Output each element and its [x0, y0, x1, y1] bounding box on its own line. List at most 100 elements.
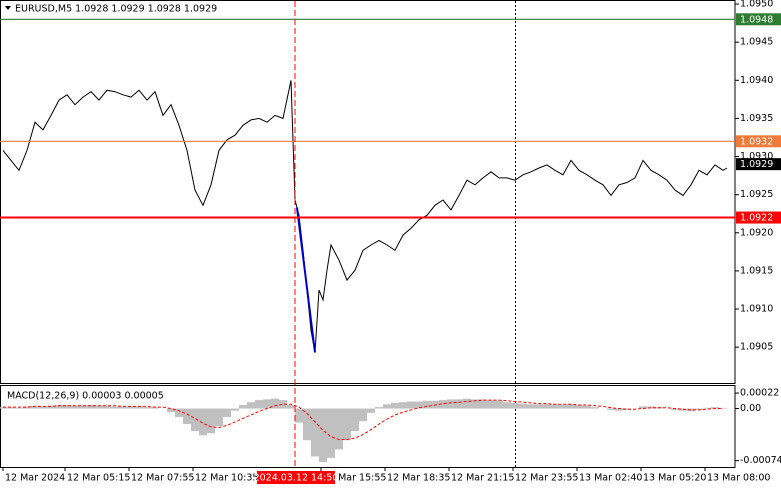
y-tick-label: 1.0945: [740, 37, 773, 48]
x-tick-label: 12 Mar 23:55: [515, 473, 578, 484]
level-label-box: [736, 13, 781, 26]
last-price-label: 1.0929: [740, 159, 773, 170]
macd-bar: [287, 405, 295, 409]
macd-bar: [479, 399, 487, 409]
level-label-box: [736, 211, 781, 224]
macd-bar: [567, 404, 575, 409]
macd-bar: [295, 408, 303, 423]
x-tick-label: 12 Mar 07:55: [131, 473, 194, 484]
macd-bar: [175, 408, 183, 417]
macd-bar: [135, 406, 143, 409]
macd-bar: [199, 408, 207, 436]
macd-bar: [111, 406, 119, 409]
macd-bar: [551, 404, 559, 409]
macd-bar: [703, 407, 711, 409]
macd-bar: [183, 408, 191, 425]
macd-bar: [375, 407, 383, 409]
macd-bar: [63, 405, 71, 409]
y-tick-label: 0.00022: [740, 388, 779, 399]
macd-bar: [0, 407, 8, 409]
macd-bar: [207, 408, 215, 434]
level-label: 1.0932: [740, 136, 773, 147]
level-label: 1.0948: [740, 14, 773, 25]
macd-bar: [647, 406, 655, 409]
price-panel: [0, 0, 736, 384]
macd-bar: [87, 405, 95, 409]
macd-bar: [119, 406, 127, 409]
level-label: 1.0922: [740, 213, 773, 224]
macd-bar: [415, 401, 423, 409]
macd-bar: [23, 406, 31, 409]
macd-bar: [447, 399, 455, 409]
x-tick-label: 13 Mar 02:40: [579, 473, 642, 484]
macd-bar: [335, 408, 343, 450]
macd-bar: [39, 406, 47, 409]
macd-bar: [535, 404, 543, 409]
cursor-label-box: [257, 471, 335, 484]
macd-bar: [455, 399, 463, 409]
symbol-menu-icon[interactable]: [5, 6, 11, 10]
price-title: EURUSD,M5 1.0928 1.0929 1.0928 1.0929: [15, 4, 217, 15]
macd-bar: [311, 408, 319, 457]
x-tick-label: 12 Mar 10:35: [195, 473, 258, 484]
macd-bar: [519, 403, 527, 409]
macd-bar: [527, 404, 535, 409]
macd-bar: [383, 404, 391, 409]
macd-panel: [0, 385, 736, 468]
macd-bar: [391, 402, 399, 409]
macd-bar: [223, 408, 231, 417]
price-line: [2, 80, 728, 353]
macd-bar: [231, 408, 239, 411]
y-tick-label: 1.0920: [740, 227, 773, 238]
macd-bar: [71, 405, 79, 409]
macd-bar: [487, 400, 495, 409]
y-tick-label: 1.0950: [740, 0, 773, 10]
macd-bar: [7, 407, 15, 409]
trend-line: [296, 207, 316, 353]
macd-bar: [583, 405, 591, 409]
macd-bar: [471, 399, 479, 409]
macd-bar: [359, 408, 367, 422]
level-label-box: [736, 135, 781, 148]
macd-bar: [263, 399, 271, 409]
macd-bar: [423, 400, 431, 409]
macd-bar: [575, 405, 583, 409]
y-tick-label: 1.0905: [740, 342, 773, 353]
macd-bar: [303, 408, 311, 441]
x-tick-label: 12 Mar 18:35: [387, 473, 450, 484]
y-tick-label: 1.0935: [740, 113, 773, 124]
macd-bar: [143, 407, 151, 409]
y-tick-label: 1.0915: [740, 265, 773, 276]
x-tick-label: 12 Mar 2024: [5, 473, 65, 484]
macd-bar: [271, 398, 279, 409]
macd-bar: [151, 407, 159, 409]
macd-bar: [79, 405, 87, 409]
y-tick-label: 1.0930: [740, 151, 773, 162]
y-tick-label: 0.00: [740, 403, 761, 414]
macd-bar: [343, 408, 351, 441]
macd-bar: [607, 408, 615, 410]
macd-bar: [167, 408, 175, 413]
y-tick-label: 1.0910: [740, 304, 773, 315]
signal-line: [3, 399, 723, 440]
macd-bar: [543, 404, 551, 409]
macd-bar: [55, 405, 63, 409]
macd-bar: [495, 400, 503, 409]
macd-bar: [407, 401, 415, 409]
macd-bar: [351, 408, 359, 432]
macd-bar: [239, 405, 247, 409]
x-tick-label: 12 Mar 15:55: [323, 473, 386, 484]
macd-bar: [255, 400, 263, 409]
macd-bar: [623, 408, 631, 410]
macd-bar: [439, 400, 447, 409]
macd-bar: [95, 405, 103, 409]
macd-bar: [247, 402, 255, 409]
macd-bar: [711, 407, 719, 409]
x-tick-label: 12 Mar 05:15: [67, 473, 130, 484]
macd-bar: [615, 408, 623, 411]
macd-bar: [15, 407, 23, 409]
macd-bar: [591, 407, 599, 409]
